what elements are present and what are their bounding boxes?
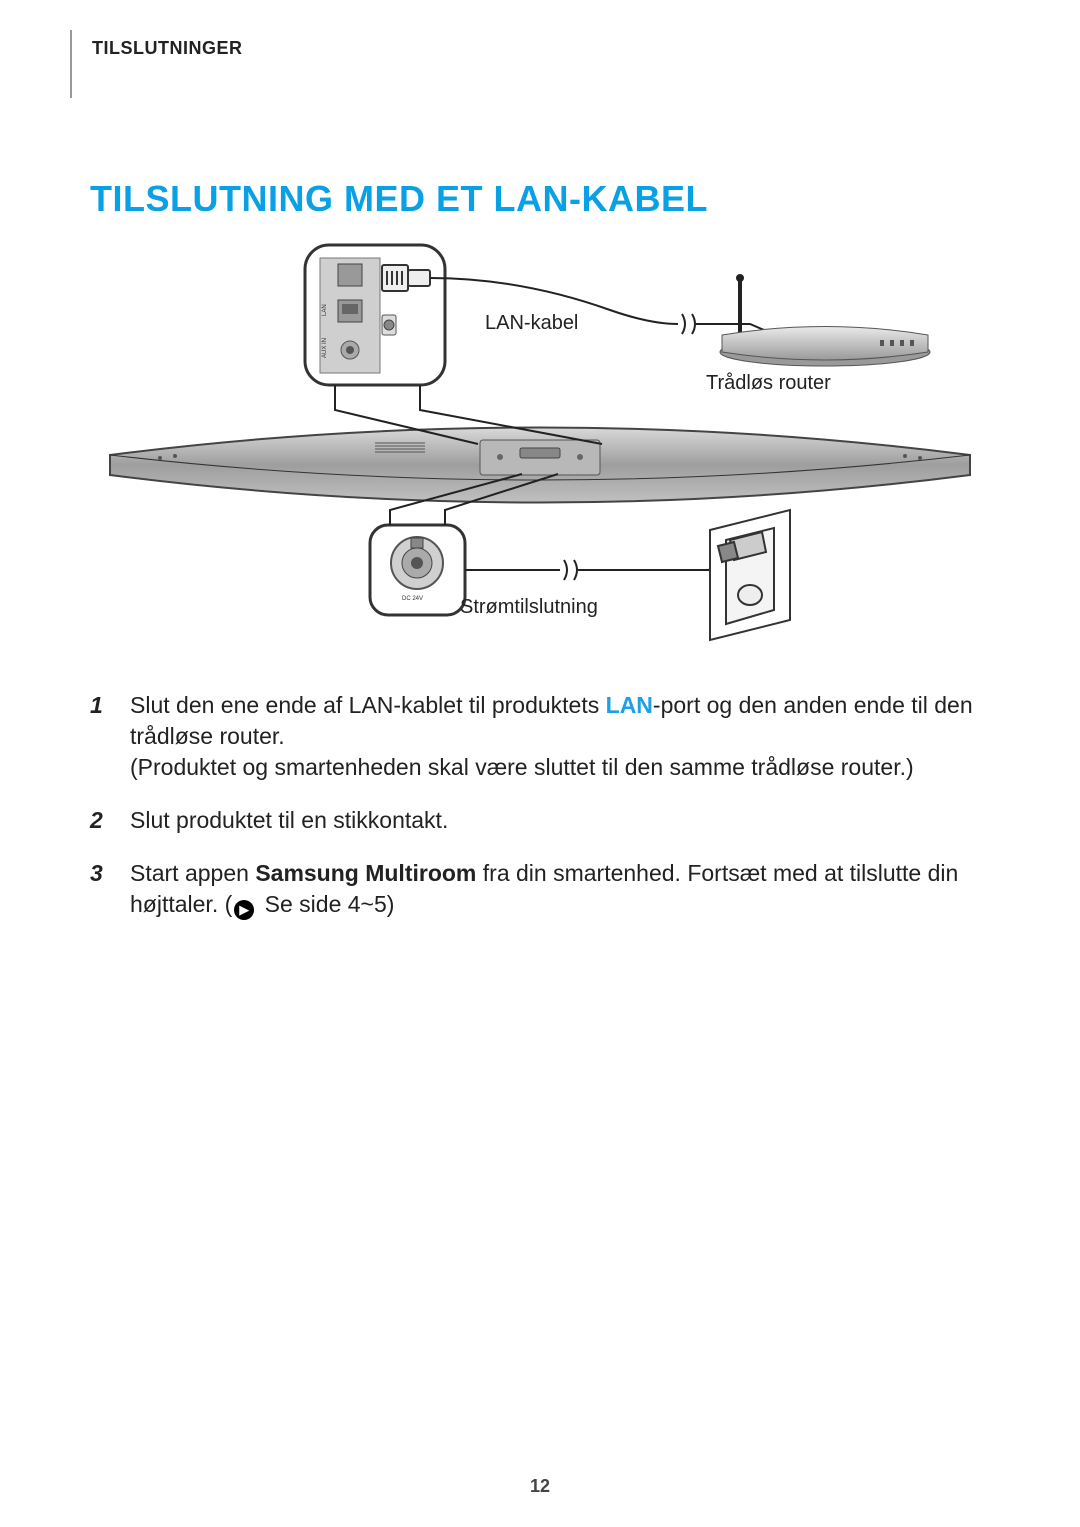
step-1-pre: Slut den ene ende af LAN-kablet til prod… bbox=[130, 692, 606, 718]
step-1-extra: (Produktet og smartenheden skal være slu… bbox=[130, 754, 914, 780]
reference-icon: ▶ bbox=[234, 900, 254, 920]
instruction-list: Slut den ene ende af LAN-kablet til prod… bbox=[90, 690, 990, 920]
connection-diagram: AUX IN LAN bbox=[90, 240, 990, 660]
router-label: Trådløs router bbox=[706, 372, 831, 395]
page-title: TILSLUTNING MED ET LAN-KABEL bbox=[90, 178, 990, 220]
section-header: TILSLUTNINGER bbox=[70, 30, 990, 98]
step-2: Slut produktet til en stikkontakt. bbox=[90, 805, 990, 836]
page-number: 12 bbox=[0, 1476, 1080, 1497]
step-3-ref: Se side 4~5) bbox=[258, 891, 394, 917]
app-name: Samsung Multiroom bbox=[255, 860, 476, 886]
section-label: TILSLUTNINGER bbox=[92, 38, 243, 59]
aux-port-label: AUX IN bbox=[322, 338, 328, 358]
router-illustration bbox=[720, 274, 930, 366]
step-1: Slut den ene ende af LAN-kablet til prod… bbox=[90, 690, 990, 783]
dc-label: DC 24V bbox=[402, 596, 423, 602]
lan-highlight: LAN bbox=[606, 692, 653, 718]
step-2-text: Slut produktet til en stikkontakt. bbox=[130, 807, 448, 833]
power-label: Strømtilslutning bbox=[460, 596, 598, 619]
outlet-illustration bbox=[710, 510, 790, 640]
lan-cable-label: LAN-kabel bbox=[485, 312, 578, 335]
lan-port-label: LAN bbox=[322, 304, 328, 316]
step-3-pre: Start appen bbox=[130, 860, 255, 886]
step-3: Start appen Samsung Multiroom fra din sm… bbox=[90, 858, 990, 920]
